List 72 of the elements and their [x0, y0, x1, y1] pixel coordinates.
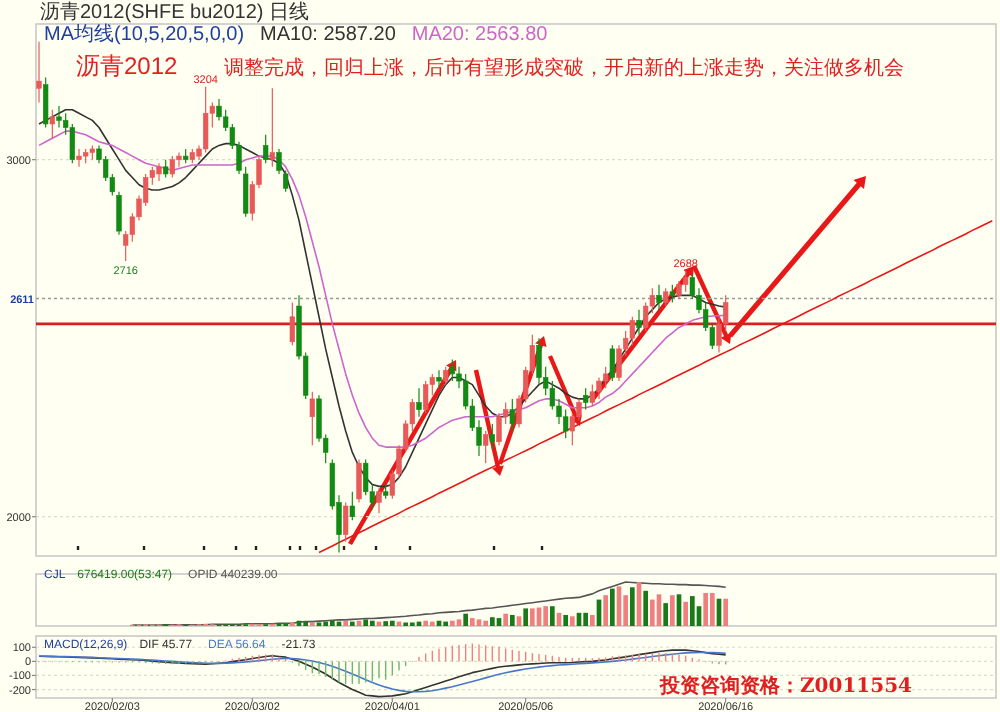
candlestick [509, 398, 515, 432]
bar [330, 620, 335, 626]
candlestick [43, 76, 49, 129]
candlestick [116, 191, 122, 236]
candlestick [343, 501, 349, 543]
candlestick [289, 301, 295, 346]
candlestick [309, 391, 315, 446]
bar [510, 615, 515, 626]
candlestick [609, 344, 615, 382]
candlestick [356, 459, 362, 504]
candlestick [36, 41, 42, 104]
candlestick [683, 270, 689, 293]
legend-title: MA均线(10,5,20,5,0,0) [44, 22, 245, 46]
candlestick [449, 359, 455, 382]
candlestick [483, 430, 489, 464]
bar [550, 606, 555, 626]
bar [590, 615, 595, 626]
candlestick [423, 380, 429, 414]
candlestick [656, 284, 662, 311]
candlestick [169, 155, 175, 179]
candlestick [589, 384, 595, 407]
candlestick [376, 487, 382, 514]
text: MA20: 2563.80 [411, 24, 549, 46]
bar [563, 615, 568, 626]
candlestick [263, 134, 269, 164]
bar [610, 588, 615, 626]
candlestick [203, 86, 209, 154]
bar [523, 608, 528, 626]
bar [690, 596, 695, 626]
candlestick [436, 369, 442, 389]
text: MA10: 2587.20 [260, 24, 397, 46]
bar [703, 593, 708, 626]
bar [470, 618, 475, 626]
bar [683, 601, 688, 626]
bar [423, 620, 428, 626]
bar [343, 620, 348, 626]
bar [490, 617, 495, 626]
bar [543, 606, 548, 626]
bar [723, 598, 728, 626]
bar [603, 595, 608, 626]
annotation: 投资咨询资格：Z0011554 [658, 674, 913, 698]
candlestick [583, 387, 589, 411]
candlestick [49, 109, 55, 139]
bar [530, 608, 535, 626]
text: 沥青2012(SHFE bu2012) 日线 [40, 0, 310, 24]
bar [503, 613, 508, 626]
bar [570, 616, 575, 626]
bar [476, 619, 482, 626]
candlestick [56, 105, 62, 129]
bar [670, 595, 675, 626]
candlestick [76, 148, 82, 168]
candlestick [269, 87, 275, 168]
candlestick [636, 309, 642, 336]
bar [650, 599, 655, 626]
bar [456, 619, 462, 626]
candlestick [349, 491, 355, 521]
bar [710, 593, 715, 626]
bar [463, 613, 468, 626]
candlestick [416, 387, 422, 418]
bar [483, 620, 488, 626]
bar [583, 612, 588, 626]
bar [390, 620, 395, 626]
bar [370, 620, 375, 626]
text: 调整完成，回归上涨，后市有望形成突破，开启新的上涨走势，关注做多机会 [224, 56, 904, 80]
bar [630, 587, 635, 626]
bar [450, 620, 455, 626]
candlestick [489, 423, 495, 450]
bar [643, 590, 648, 626]
line-series [318, 219, 994, 554]
bar [663, 603, 668, 626]
bar [363, 619, 368, 626]
text: 沥青2012 [76, 52, 179, 80]
